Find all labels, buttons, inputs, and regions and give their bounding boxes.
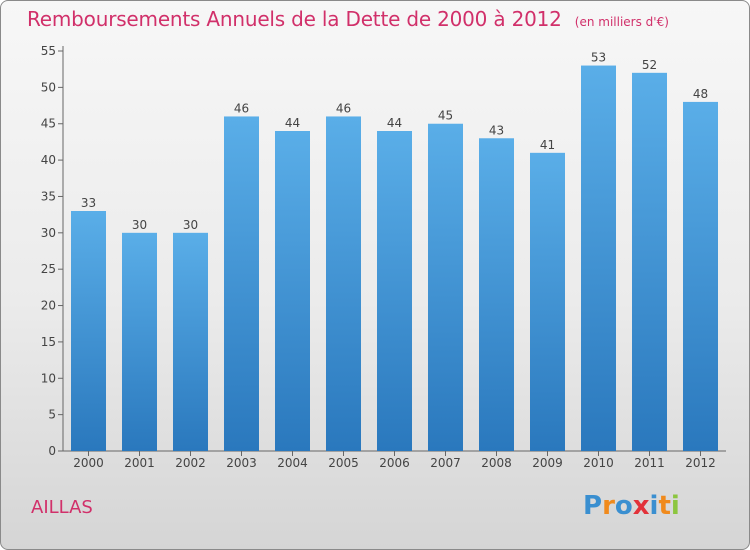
- logo-letter: i: [649, 491, 659, 521]
- x-tick-label: 2005: [328, 456, 359, 470]
- bar-value-label: 30: [183, 218, 198, 232]
- y-tick-label: 55: [41, 44, 56, 58]
- y-tick-label: 50: [41, 80, 56, 94]
- chart-axes: 0 5 10 15 20 25 30 35 40 45 50 55 2000 2001 2002 2003 20…: [41, 44, 726, 470]
- x-tick-label: 2011: [634, 456, 665, 470]
- y-tick-label: 25: [41, 262, 56, 276]
- bar-value-label: 43: [489, 123, 504, 137]
- logo-letter: P: [583, 491, 603, 521]
- bar: [122, 232, 157, 451]
- y-tick-label: 10: [41, 371, 56, 385]
- bar-value-label: 46: [336, 101, 351, 115]
- proxiti-logo: Proxiti: [583, 491, 680, 521]
- bar-value-label: 46: [234, 101, 249, 115]
- bar: [530, 152, 565, 451]
- logo-letter: o: [614, 491, 633, 521]
- y-tick-label: 20: [41, 299, 56, 313]
- y-tick-label: 15: [41, 335, 56, 349]
- x-tick-label: 2006: [379, 456, 410, 470]
- bar: [326, 116, 361, 452]
- y-tick-label: 45: [41, 117, 56, 131]
- x-tick-label: 2003: [226, 456, 257, 470]
- bar-value-label: 30: [132, 218, 147, 232]
- bar-value-label: 52: [642, 58, 657, 72]
- x-tick-label: 2004: [277, 456, 308, 470]
- x-tick-label: 2010: [583, 456, 614, 470]
- x-tick-label: 2007: [430, 456, 461, 470]
- chart-bars: 33 30 30 46 44 46 44 45 43 41 53 52 48: [71, 51, 718, 452]
- y-tick-label: 30: [41, 226, 56, 240]
- bar-value-label: 53: [591, 51, 606, 65]
- bar: [632, 72, 667, 452]
- x-tick-label: 2001: [124, 456, 155, 470]
- bar-value-label: 33: [81, 196, 96, 210]
- y-tick-label: 5: [48, 408, 56, 422]
- bar-value-label: 45: [438, 109, 453, 123]
- chart-title-line: Remboursements Annuels de la Dette de 20…: [27, 7, 669, 31]
- bar-value-label: 44: [285, 116, 300, 130]
- bar: [224, 116, 259, 452]
- bar: [479, 138, 514, 452]
- place-label: AILLAS: [31, 497, 93, 518]
- chart-title: Remboursements Annuels de la Dette de 20…: [27, 7, 562, 31]
- logo-letter: x: [632, 491, 650, 521]
- x-tick-label: 2012: [685, 456, 716, 470]
- logo-letter: r: [602, 491, 615, 521]
- x-tick-label: 2009: [532, 456, 563, 470]
- x-tick-label: 2008: [481, 456, 512, 470]
- bar: [173, 232, 208, 451]
- chart-subtitle: (en milliers d'€): [574, 15, 669, 29]
- bar: [275, 131, 310, 451]
- logo-letter: t: [658, 491, 671, 521]
- logo-letter: i: [670, 491, 680, 521]
- bar: [428, 123, 463, 452]
- bar-value-label: 41: [540, 138, 555, 152]
- bar-chart: 0 5 10 15 20 25 30 35 40 45 50 55 2000 2001 2002 2003 20…: [41, 44, 726, 470]
- y-tick-label: 35: [41, 189, 56, 203]
- bar: [683, 101, 718, 451]
- x-tick-label: 2002: [175, 456, 206, 470]
- bar-value-label: 44: [387, 116, 402, 130]
- bar: [71, 211, 106, 451]
- bar: [581, 65, 616, 451]
- x-tick-label: 2000: [73, 456, 104, 470]
- y-tick-label: 0: [48, 444, 56, 458]
- bar-value-label: 48: [693, 87, 708, 101]
- bar: [377, 131, 412, 451]
- y-tick-label: 40: [41, 153, 56, 167]
